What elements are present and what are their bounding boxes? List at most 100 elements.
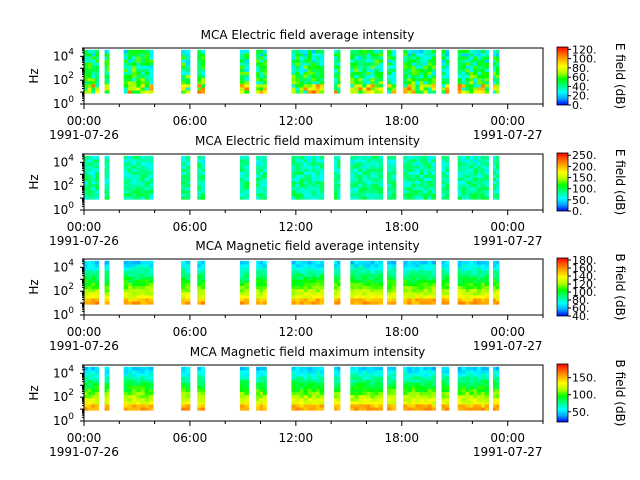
y-tick-label: 100 [53,201,74,217]
data-interval [291,260,325,305]
colorbar-tick-label: 120. [572,278,597,291]
colorbar-tick-label: 180. [572,254,597,267]
data-interval [334,49,341,94]
data-interval [104,260,110,305]
data-interval [441,260,450,305]
data-interval [239,260,250,305]
data-interval [350,366,384,411]
data-interval [403,260,437,305]
x-tick-label: 18:00 [384,431,419,445]
x-tick-label: 00:00 [67,325,102,339]
colorbar-tick-label: 100. [572,389,597,402]
spectrogram-data [84,49,500,94]
y-tick-label: 102 [53,388,74,404]
colorbar-tick-label: 200. [572,160,597,173]
y-tick-label: 104 [53,258,74,274]
data-interval [492,49,500,94]
x-tick-label: 00:00 [490,325,525,339]
colorbar: 0.50.100.150.200.250. E field (dB) [556,149,627,218]
y-axis-label: Hz [27,385,41,400]
colorbar-tick-label: 160. [572,262,597,275]
x-date-label: 1991-07-26 [49,234,119,248]
x-date-label: 1991-07-26 [49,339,119,353]
colorbar-tick-label: 120. [572,43,597,56]
colorbar-label: E field (dB) [613,149,627,215]
y-axis: 100 102 104 Hz [27,47,84,111]
data-interval [123,260,154,305]
y-axis-label: Hz [27,68,41,83]
data-interval [441,49,450,94]
y-tick-label: 100 [53,95,74,111]
data-interval [181,155,191,200]
colorbar-tick-label: 100. [572,183,597,196]
data-interval [441,155,450,200]
x-date-label: 1991-07-26 [49,128,119,142]
panel-title: MCA Electric field average intensity [201,28,415,42]
y-axis: 100 102 104 Hz [27,364,84,428]
x-tick-label: 06:00 [173,325,208,339]
y-tick-label: 100 [53,306,74,322]
colorbar-label: B field (dB) [613,360,627,427]
panel-title: MCA Magnetic field average intensity [195,239,419,253]
colorbar-tick-label: 50. [572,194,590,207]
data-interval [387,155,397,200]
panel-title: MCA Electric field maximum intensity [195,134,420,148]
data-interval [387,260,397,305]
colorbar-tick-label: 140. [572,270,597,283]
data-interval [403,155,437,200]
colorbar: 50. 100. 150. B field (dB) [556,360,627,427]
data-interval [123,366,154,411]
colorbar-tick-label: 80. [572,62,590,75]
data-interval [239,49,250,94]
colorbar-label: E field (dB) [613,43,627,109]
colorbar-tick-label: 40. [572,80,590,93]
x-tick-label: 12:00 [279,431,314,445]
data-interval [239,155,250,200]
colorbar-tick-label: 100. [572,286,597,299]
x-tick-label: 00:00 [490,220,525,234]
colorbar-tick-label: 150. [572,172,597,185]
data-interval [123,155,154,200]
colorbar-tick-label: 50. [572,406,590,419]
y-axis-label: Hz [27,279,41,294]
colorbar-tick-label: 100. [572,53,597,66]
colorbar-gradient [556,363,569,423]
data-interval [256,49,267,94]
data-interval [291,366,325,411]
axes-frame [83,364,544,422]
y-tick-label: 102 [53,282,74,298]
data-interval [334,260,341,305]
x-tick-label: 06:00 [173,114,208,128]
data-interval [334,155,341,200]
colorbar-tick-label: 60. [572,302,590,315]
data-interval [457,49,489,94]
y-axis: 100 102 104 Hz [27,258,84,322]
data-interval [492,260,500,305]
data-interval [441,366,450,411]
x-date-label: 1991-07-27 [473,128,543,142]
x-tick-label: 06:00 [173,220,208,234]
data-interval [387,366,397,411]
data-interval [492,155,500,200]
x-tick-label: 18:00 [384,325,419,339]
spectrogram-data [84,366,500,411]
colorbar-tick-label: 60. [572,71,590,84]
axes-frame [83,153,544,211]
data-interval [291,155,325,200]
y-tick-label: 104 [53,47,74,63]
y-tick-label: 102 [53,71,74,87]
y-tick-label: 104 [53,153,74,169]
y-axis-label: Hz [27,174,41,189]
colorbar: 40.60.80.100.120.140.160.180. B field (dB… [556,254,627,323]
panel-title: MCA Magnetic field maximum intensity [190,345,426,359]
colorbar: 0.20.40.60.80.100.120. E field (dB) [556,43,627,112]
x-tick-label: 06:00 [173,431,208,445]
axes-frame [83,258,544,316]
data-interval [104,49,110,94]
spectrogram-data [84,260,500,305]
data-interval [239,366,250,411]
